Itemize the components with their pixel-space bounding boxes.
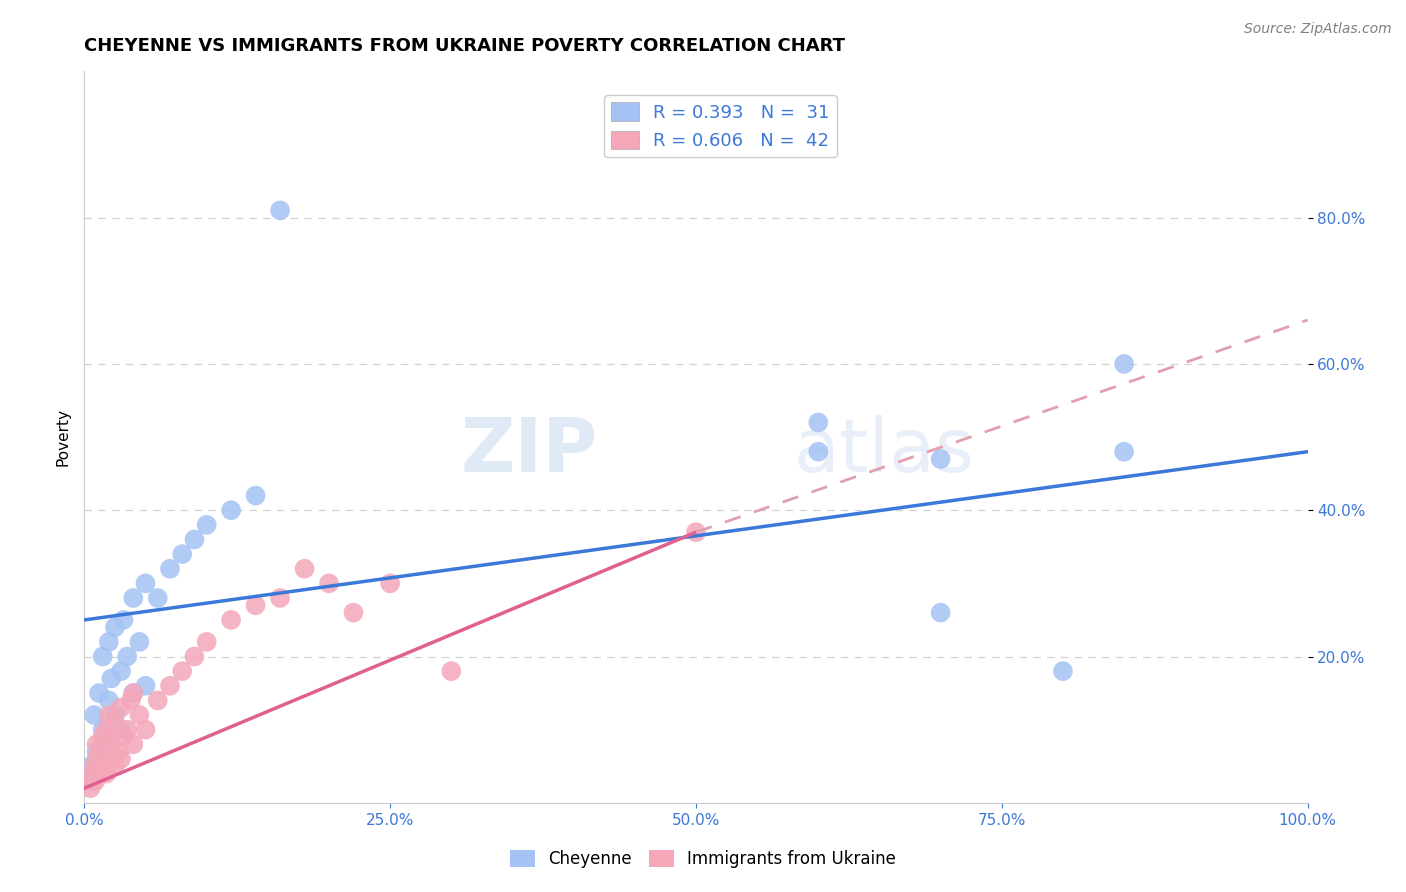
Point — [929, 606, 952, 620]
Point — [87, 686, 110, 700]
Point — [97, 708, 120, 723]
Point — [172, 664, 194, 678]
Point — [97, 752, 120, 766]
Text: ZIP: ZIP — [461, 415, 598, 488]
Point — [110, 664, 132, 678]
Point — [128, 635, 150, 649]
Point — [96, 766, 118, 780]
Point — [107, 745, 129, 759]
Point — [135, 576, 157, 591]
Point — [219, 503, 242, 517]
Point — [685, 525, 707, 540]
Point — [318, 576, 340, 591]
Point — [269, 591, 291, 605]
Point — [100, 737, 122, 751]
Point — [100, 672, 122, 686]
Point — [135, 723, 157, 737]
Point — [79, 781, 101, 796]
Point — [115, 649, 138, 664]
Point — [86, 752, 108, 766]
Point — [91, 649, 114, 664]
Point — [91, 723, 114, 737]
Point — [135, 679, 157, 693]
Point — [83, 708, 105, 723]
Y-axis label: Poverty: Poverty — [55, 408, 70, 467]
Point — [112, 613, 135, 627]
Point — [146, 591, 169, 605]
Point — [159, 679, 181, 693]
Point — [195, 517, 218, 532]
Point — [80, 773, 103, 788]
Point — [86, 737, 108, 751]
Point — [122, 686, 145, 700]
Text: atlas: atlas — [794, 415, 974, 488]
Point — [146, 693, 169, 707]
Point — [82, 766, 104, 780]
Point — [104, 708, 127, 723]
Point — [96, 737, 118, 751]
Point — [219, 613, 242, 627]
Point — [112, 730, 135, 744]
Point — [91, 730, 114, 744]
Point — [294, 562, 316, 576]
Point — [91, 759, 114, 773]
Point — [104, 715, 127, 730]
Point — [122, 591, 145, 605]
Point — [104, 759, 127, 773]
Point — [1052, 664, 1074, 678]
Point — [245, 599, 267, 613]
Point — [1114, 444, 1136, 458]
Point — [84, 773, 107, 788]
Point — [83, 759, 105, 773]
Point — [122, 686, 145, 700]
Point — [159, 562, 181, 576]
Point — [96, 723, 118, 737]
Point — [115, 723, 138, 737]
Point — [122, 737, 145, 751]
Point — [807, 444, 830, 458]
Point — [104, 620, 127, 634]
Point — [110, 700, 132, 714]
Point — [440, 664, 463, 678]
Point — [929, 452, 952, 467]
Legend: R = 0.393   N =  31, R = 0.606   N =  42: R = 0.393 N = 31, R = 0.606 N = 42 — [605, 95, 837, 157]
Point — [1114, 357, 1136, 371]
Point — [380, 576, 402, 591]
Point — [183, 533, 205, 547]
Point — [110, 752, 132, 766]
Point — [807, 416, 830, 430]
Point — [342, 606, 364, 620]
Point — [128, 708, 150, 723]
Point — [269, 203, 291, 218]
Point — [86, 745, 108, 759]
Point — [183, 649, 205, 664]
Point — [195, 635, 218, 649]
Point — [172, 547, 194, 561]
Point — [110, 723, 132, 737]
Point — [245, 489, 267, 503]
Point — [97, 693, 120, 707]
Text: CHEYENNE VS IMMIGRANTS FROM UKRAINE POVERTY CORRELATION CHART: CHEYENNE VS IMMIGRANTS FROM UKRAINE POVE… — [84, 37, 845, 54]
Legend: Cheyenne, Immigrants from Ukraine: Cheyenne, Immigrants from Ukraine — [503, 843, 903, 875]
Point — [97, 635, 120, 649]
Text: Source: ZipAtlas.com: Source: ZipAtlas.com — [1244, 22, 1392, 37]
Point — [120, 693, 142, 707]
Point — [87, 766, 110, 780]
Point — [89, 745, 111, 759]
Point — [79, 759, 101, 773]
